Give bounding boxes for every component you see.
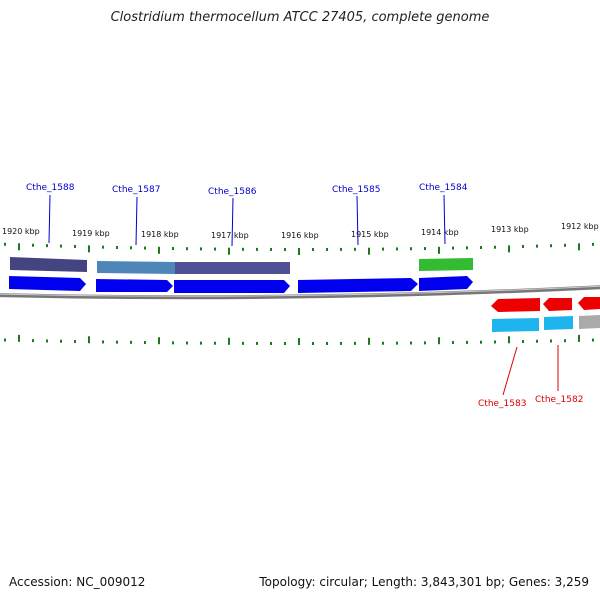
cog-bar-cthe-1587[interactable] [97,261,175,274]
scale-label: 1915 kbp [351,230,389,239]
cog-bar-grey[interactable] [579,315,600,329]
scale-label: 1912 kbp [561,222,599,231]
gene-label-cthe-1583[interactable]: Cthe_1583 [478,399,526,409]
scale-labels: 1920 kbp 1919 kbp 1918 kbp 1917 kbp 1916… [2,222,599,240]
labels-reverse: Cthe_1583 Cthe_1582 [478,395,583,409]
page-title: Clostridium thermocellum ATCC 27405, com… [110,10,490,25]
scale-label: 1914 kbp [421,228,459,237]
gene-arrow-cthe-1587[interactable] [96,279,173,292]
gene-label-cthe-1585[interactable]: Cthe_1585 [332,185,380,195]
scale-label: 1920 kbp [2,227,40,236]
gene-label-cthe-1587[interactable]: Cthe_1587 [112,185,160,195]
gene-label-cthe-1582[interactable]: Cthe_1582 [535,395,583,405]
gene-label-cthe-1586[interactable]: Cthe_1586 [208,187,257,197]
scale-label: 1919 kbp [72,229,110,238]
genes-reverse [491,297,600,312]
gene-arrow-cthe-1584[interactable] [419,276,473,291]
gene-arrow-cthe-1582[interactable] [543,298,572,311]
label-leaders-forward [48,194,446,247]
gene-label-cthe-1588[interactable]: Cthe_1588 [26,183,75,193]
accession-label: Accession: NC_009012 [9,575,146,589]
scale-label: 1916 kbp [281,231,319,240]
labels-forward: Cthe_1588 Cthe_1587 Cthe_1586 Cthe_1585 … [26,183,468,197]
cog-bar-cthe-1588[interactable] [10,257,87,272]
scale-label: 1913 kbp [491,225,529,234]
genes-forward [9,276,473,293]
gene-label-cthe-1584[interactable]: Cthe_1584 [419,183,468,193]
cog-bar-cthe-1583[interactable] [492,318,539,332]
cog-bar-cthe-1586[interactable] [175,262,290,274]
gene-arrow-partial[interactable] [578,297,600,310]
cog-bars-forward [10,257,473,274]
cog-bars-reverse [492,315,600,332]
cog-bar-cthe-1584[interactable] [419,258,473,271]
gene-arrow-cthe-1588[interactable] [9,276,86,291]
topology-label: Topology: circular; Length: 3,843,301 bp… [259,575,589,589]
label-leaders-reverse [502,345,559,396]
cog-bar-cthe-1582[interactable] [544,316,573,330]
scale-label: 1917 kbp [211,231,249,240]
backbone-highlight [0,285,600,297]
scale-ticks-bottom [4,334,594,345]
gene-arrow-cthe-1583[interactable] [491,298,540,312]
scale-ticks-top [4,242,594,255]
gene-arrow-cthe-1585[interactable] [298,278,418,293]
genome-backbone [0,285,600,300]
scale-label: 1918 kbp [141,230,179,239]
gene-arrow-cthe-1586[interactable] [174,280,290,293]
